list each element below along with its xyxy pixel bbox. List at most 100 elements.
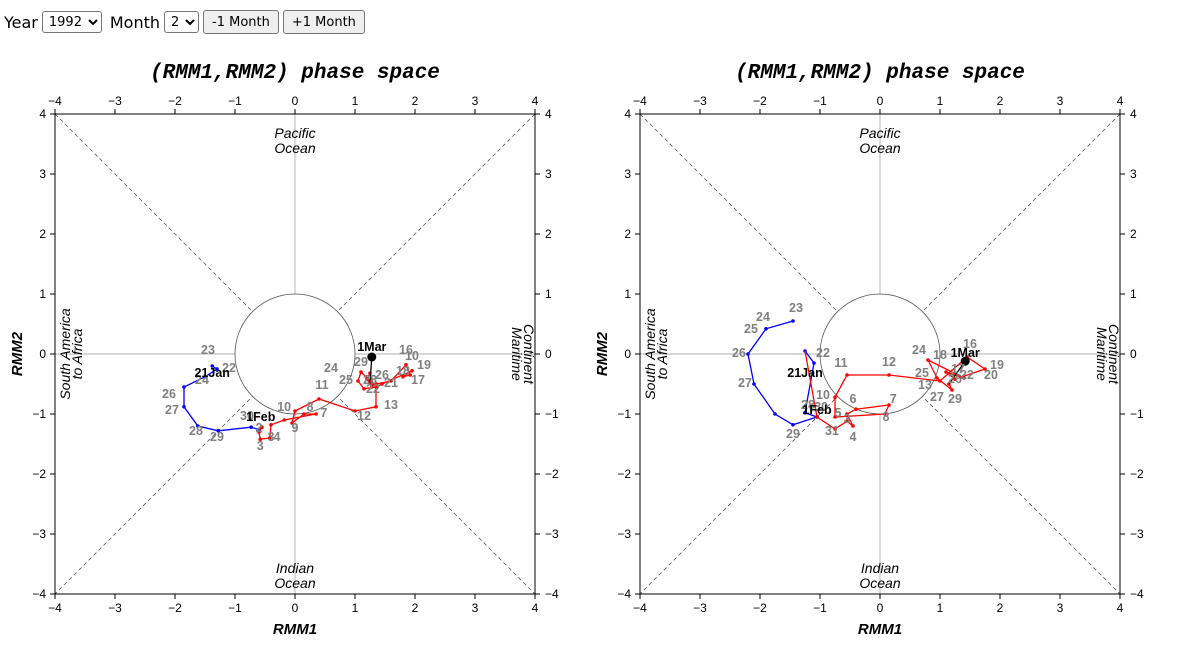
day-label: 7 (320, 406, 327, 420)
series-point-feb (833, 415, 837, 419)
series-point-feb (883, 412, 887, 416)
x-tick-label-bottom: 3 (1057, 601, 1064, 615)
series-point-jan (752, 382, 756, 386)
x-tick-label-top: −4 (48, 94, 62, 108)
diagonal-line (54, 393, 256, 595)
day-label: 29 (948, 392, 962, 406)
day-label: 24 (195, 373, 209, 387)
region-label-bottom: Indian (276, 560, 314, 576)
diagonal-line (639, 393, 841, 595)
day-label: 6 (850, 392, 857, 406)
series-point-feb (374, 382, 378, 386)
day-label: 26 (732, 346, 746, 360)
next-month-button[interactable]: +1 Month (282, 10, 365, 34)
region-label-bottom: Ocean (274, 575, 315, 591)
day-label: 24 (324, 361, 338, 375)
region-label-right: Maritime (509, 327, 525, 381)
series-point-feb (983, 367, 987, 371)
series-point-feb (854, 407, 858, 412)
series-point-feb (353, 409, 357, 413)
diagonal-line (54, 113, 256, 315)
x-tick-label-bottom: −1 (228, 601, 242, 615)
series-point-feb (290, 421, 294, 425)
month-label: Month (109, 12, 161, 32)
y-tick-label-left: −4 (32, 587, 46, 601)
series-point-feb (257, 430, 261, 434)
series-point-jan (773, 412, 777, 416)
y-tick-label-right: −3 (545, 527, 559, 541)
x-tick-label-bottom: 1 (937, 601, 944, 615)
day-label: 25 (339, 373, 353, 387)
region-label-top: Ocean (274, 140, 315, 156)
date-label: 21Jan (787, 366, 822, 380)
series-point-jan (791, 423, 795, 427)
series-point-jan (182, 385, 186, 389)
day-label: 28 (801, 398, 815, 412)
series-point-feb (282, 418, 287, 422)
series-point-feb (314, 412, 318, 416)
day-label: 24 (912, 343, 926, 357)
day-label: 13 (918, 378, 932, 392)
y-tick-label-left: −2 (32, 467, 46, 481)
region-label-top: Ocean (859, 140, 900, 156)
y-tick-label-left: −1 (32, 407, 46, 421)
x-tick-label-top: 4 (532, 94, 539, 108)
series-point-jan (812, 361, 816, 365)
diagonal-line (639, 113, 841, 315)
day-label: 31 (825, 424, 839, 438)
region-label-left: to Africa (69, 328, 85, 379)
series-point-feb (374, 405, 378, 409)
diagonal-line (919, 393, 1121, 595)
day-label: 27 (165, 403, 179, 417)
region-label-right: Continent (1106, 324, 1122, 385)
series-point-jan (249, 425, 253, 430)
y-tick-label-right: 2 (1130, 227, 1137, 241)
series-point-feb (374, 385, 378, 389)
series-point-jan (803, 411, 807, 415)
y-tick-label-left: −3 (617, 527, 631, 541)
day-label: 16 (399, 343, 413, 357)
series-point-feb (935, 376, 939, 380)
series-point-feb (887, 373, 891, 377)
series-point-feb (401, 375, 405, 379)
day-label: 29 (210, 430, 224, 444)
y-tick-label-right: −4 (545, 587, 559, 601)
series-point-feb (926, 358, 930, 362)
day-label: 29 (354, 355, 368, 369)
day-label: 30 (814, 400, 828, 414)
chart-title: (RMM1,RMM2) phase space (735, 62, 1025, 85)
series-point-jan (203, 375, 207, 379)
series-point-feb (389, 379, 393, 383)
x-tick-label-top: 1 (352, 94, 359, 108)
month-select[interactable]: 2 (164, 11, 200, 33)
day-label: 9 (292, 421, 299, 435)
day-label: 7 (890, 392, 897, 406)
x-tick-label-top: −1 (813, 94, 827, 108)
day-label: 5 (835, 406, 842, 420)
region-label-bottom: Indian (861, 560, 899, 576)
day-label: 3 (268, 430, 275, 444)
y-tick-label-left: 3 (624, 167, 631, 181)
x-tick-label-top: −4 (633, 94, 647, 108)
day-label: 19 (990, 358, 1004, 372)
day-label: 28 (363, 373, 377, 387)
x-tick-label-top: 1 (937, 94, 944, 108)
year-select[interactable]: 1992 (41, 11, 102, 33)
series-point-feb (371, 382, 375, 386)
series-point-feb (938, 379, 942, 383)
chart-title: (RMM1,RMM2) phase space (150, 62, 440, 85)
series-point-jan (216, 429, 220, 433)
y-tick-label-right: 1 (1130, 287, 1137, 301)
series-point-feb (317, 397, 321, 401)
day-label: 22 (960, 368, 974, 382)
y-tick-label-right: −1 (1130, 407, 1144, 421)
y-tick-label-right: −2 (545, 467, 559, 481)
prev-month-button[interactable]: -1 Month (203, 10, 279, 34)
series-point-feb (944, 370, 948, 374)
series-point-feb (410, 369, 414, 373)
series-point-jan (764, 327, 768, 331)
day-label: 4 (850, 430, 857, 444)
y-tick-label-right: 0 (545, 347, 552, 361)
series-point-feb (380, 382, 384, 386)
date-label: 1Mar (357, 340, 386, 354)
